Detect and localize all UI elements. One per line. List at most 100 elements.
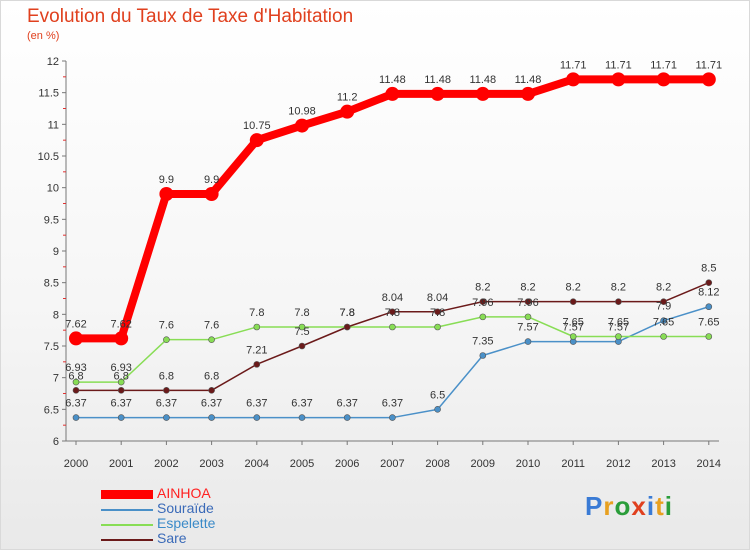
legend: AINHOA Souraïde Espelette Sare <box>101 486 301 547</box>
legend-label: Sare <box>157 530 187 546</box>
data-label-ainhoa: 11.71 <box>695 59 722 71</box>
data-point-ainhoa <box>340 104 355 119</box>
data-label-sourade: 7.35 <box>472 336 493 348</box>
data-point-ainhoa <box>69 331 83 346</box>
data-label-sourade: 7.9 <box>656 301 671 313</box>
data-label-ainhoa: 7.62 <box>110 318 131 330</box>
legend-swatch <box>101 508 153 511</box>
x-tick-label: 2013 <box>651 458 675 470</box>
data-label-espelette: 7.65 <box>608 317 629 329</box>
y-tick-label: 11 <box>48 119 59 131</box>
data-point-espelette <box>660 333 667 340</box>
data-point-sare <box>615 298 622 305</box>
data-label-sourade: 7.57 <box>517 322 538 334</box>
data-point-sare <box>208 387 215 394</box>
data-point-ainhoa <box>204 187 219 201</box>
data-label-sare: 7.21 <box>246 344 267 356</box>
data-point-espelette <box>615 333 622 340</box>
data-point-sourade <box>117 414 125 421</box>
x-tick-label: 2007 <box>380 458 404 470</box>
data-point-ainhoa <box>701 72 716 87</box>
data-point-ainhoa <box>521 86 535 101</box>
data-label-sourade: 6.37 <box>382 398 403 410</box>
data-point-ainhoa <box>566 72 581 87</box>
data-point-sare <box>163 387 170 394</box>
x-tick-label: 2004 <box>245 458 269 470</box>
data-point-espelette <box>298 323 306 331</box>
data-label-sare: 8.2 <box>475 282 490 294</box>
logo-letter: x <box>631 491 647 521</box>
data-label-sourade: 6.37 <box>246 398 267 410</box>
data-label-sourade: 6.37 <box>336 398 357 410</box>
data-point-ainhoa <box>159 187 174 201</box>
data-label-sare: 8.2 <box>611 282 626 294</box>
data-point-ainhoa <box>249 133 264 148</box>
x-tick-label: 2003 <box>199 458 223 470</box>
data-label-ainhoa: 7.62 <box>65 318 86 330</box>
data-point-ainhoa <box>656 72 671 87</box>
data-label-espelette: 7.65 <box>653 317 674 329</box>
data-label-sourade: 8.12 <box>698 287 719 299</box>
data-label-sourade: 6.37 <box>291 398 312 410</box>
data-point-sourade <box>434 406 441 413</box>
data-point-espelette <box>72 378 80 386</box>
data-point-sare <box>298 342 306 350</box>
data-point-sare <box>72 387 80 394</box>
legend-label: Espelette <box>157 515 216 531</box>
data-point-espelette <box>479 313 487 321</box>
logo-letter: t <box>655 491 665 521</box>
x-tick-label: 2008 <box>425 458 449 470</box>
x-tick-label: 2000 <box>64 458 88 470</box>
data-point-ainhoa <box>475 86 490 101</box>
data-point-sare <box>705 279 713 286</box>
data-point-sourade <box>524 338 532 345</box>
data-label-espelette: 7.65 <box>562 317 583 329</box>
data-label-espelette: 7.6 <box>204 320 219 332</box>
data-label-espelette: 6.93 <box>110 362 131 374</box>
logo-letter: i <box>664 491 673 521</box>
y-tick-label: 7 <box>53 373 59 385</box>
data-point-espelette <box>117 378 125 386</box>
data-point-espelette <box>389 323 396 331</box>
y-tick-label: 7.5 <box>44 341 59 353</box>
data-label-espelette: 7.6 <box>159 320 174 332</box>
data-point-sourade <box>343 414 351 421</box>
data-label-sare: 8.2 <box>520 282 535 294</box>
data-point-sourade <box>705 303 713 311</box>
data-label-espelette: 7.8 <box>430 307 445 319</box>
data-point-sare <box>479 298 487 305</box>
legend-label: Souraïde <box>157 500 214 516</box>
x-tick-label: 2011 <box>561 458 585 470</box>
x-tick-label: 2009 <box>471 458 495 470</box>
data-label-ainhoa: 9.9 <box>204 174 219 186</box>
x-tick-label: 2010 <box>516 458 540 470</box>
y-tick-label: 10.5 <box>38 151 59 163</box>
data-label-ainhoa: 9.9 <box>159 174 174 186</box>
data-label-sare: 7.5 <box>294 326 309 338</box>
logo-letter: o <box>614 491 632 521</box>
data-label-espelette: 7.65 <box>698 317 719 329</box>
data-point-sare <box>389 308 396 316</box>
data-label-ainhoa: 11.2 <box>337 92 358 104</box>
y-unit-label: (en %) <box>27 30 60 42</box>
legend-item: Sare <box>101 530 301 547</box>
data-label-ainhoa: 11.71 <box>650 59 677 71</box>
data-point-sare <box>524 298 532 305</box>
data-label-sare: 8.2 <box>566 282 581 294</box>
data-point-ainhoa <box>295 118 309 133</box>
y-tick-label: 10 <box>47 183 59 195</box>
data-label-espelette: 7.8 <box>294 307 309 319</box>
data-label-ainhoa: 11.48 <box>515 74 542 86</box>
data-point-espelette <box>524 313 532 321</box>
data-label-espelette: 7.8 <box>249 307 264 319</box>
data-point-sourade <box>660 317 667 324</box>
chart-title: Evolution du Taux de Taxe d'Habitation <box>27 6 354 27</box>
data-label-espelette: 7.96 <box>472 297 493 309</box>
legend-item: Espelette <box>101 515 301 532</box>
data-point-ainhoa <box>430 86 445 101</box>
logo-letter: r <box>603 491 615 521</box>
data-point-sare <box>434 308 441 316</box>
logo-letter: i <box>646 491 656 521</box>
data-label-sare: 6.8 <box>68 370 83 382</box>
data-point-espelette <box>208 336 215 343</box>
